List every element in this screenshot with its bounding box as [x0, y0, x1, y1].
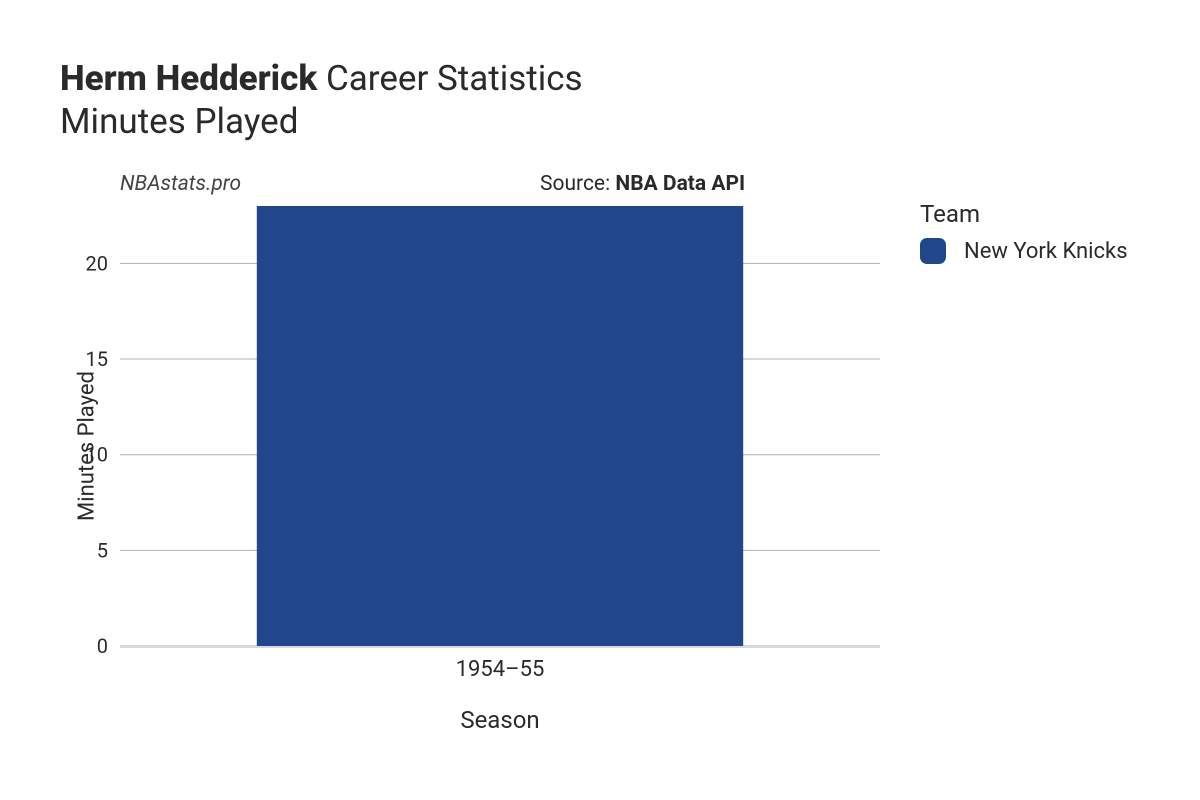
bar-chart: 051015201954–55 — [60, 206, 900, 686]
legend-item-label: New York Knicks — [964, 239, 1128, 264]
page-title: Herm Hedderick Career Statistics — [60, 60, 1160, 99]
y-tick-label: 5 — [97, 538, 108, 562]
x-axis-label: Season — [60, 706, 900, 734]
y-tick-label: 20 — [86, 251, 108, 275]
bar — [257, 206, 743, 646]
source-prefix: Source: — [540, 172, 615, 196]
y-tick-label: 15 — [86, 347, 108, 371]
y-axis-label: Minutes Played — [74, 371, 99, 521]
legend-title: Team — [920, 200, 1128, 228]
y-tick-label: 0 — [97, 634, 108, 658]
title-suffix: Career Statistics — [326, 58, 583, 99]
legend: Team New York Knicks — [920, 200, 1128, 264]
legend-item: New York Knicks — [920, 238, 1128, 264]
player-name: Herm Hedderick — [60, 58, 317, 99]
x-tick-label: 1954–55 — [456, 657, 545, 682]
site-credit: NBAstats.pro — [120, 172, 241, 196]
source-credit: Source: NBA Data API — [540, 172, 745, 196]
page-subtitle: Minutes Played — [60, 101, 1160, 142]
chart-meta-row: NBAstats.pro Source: NBA Data API — [60, 172, 1160, 200]
source-name: NBA Data API — [615, 172, 745, 196]
legend-swatch — [920, 238, 946, 264]
